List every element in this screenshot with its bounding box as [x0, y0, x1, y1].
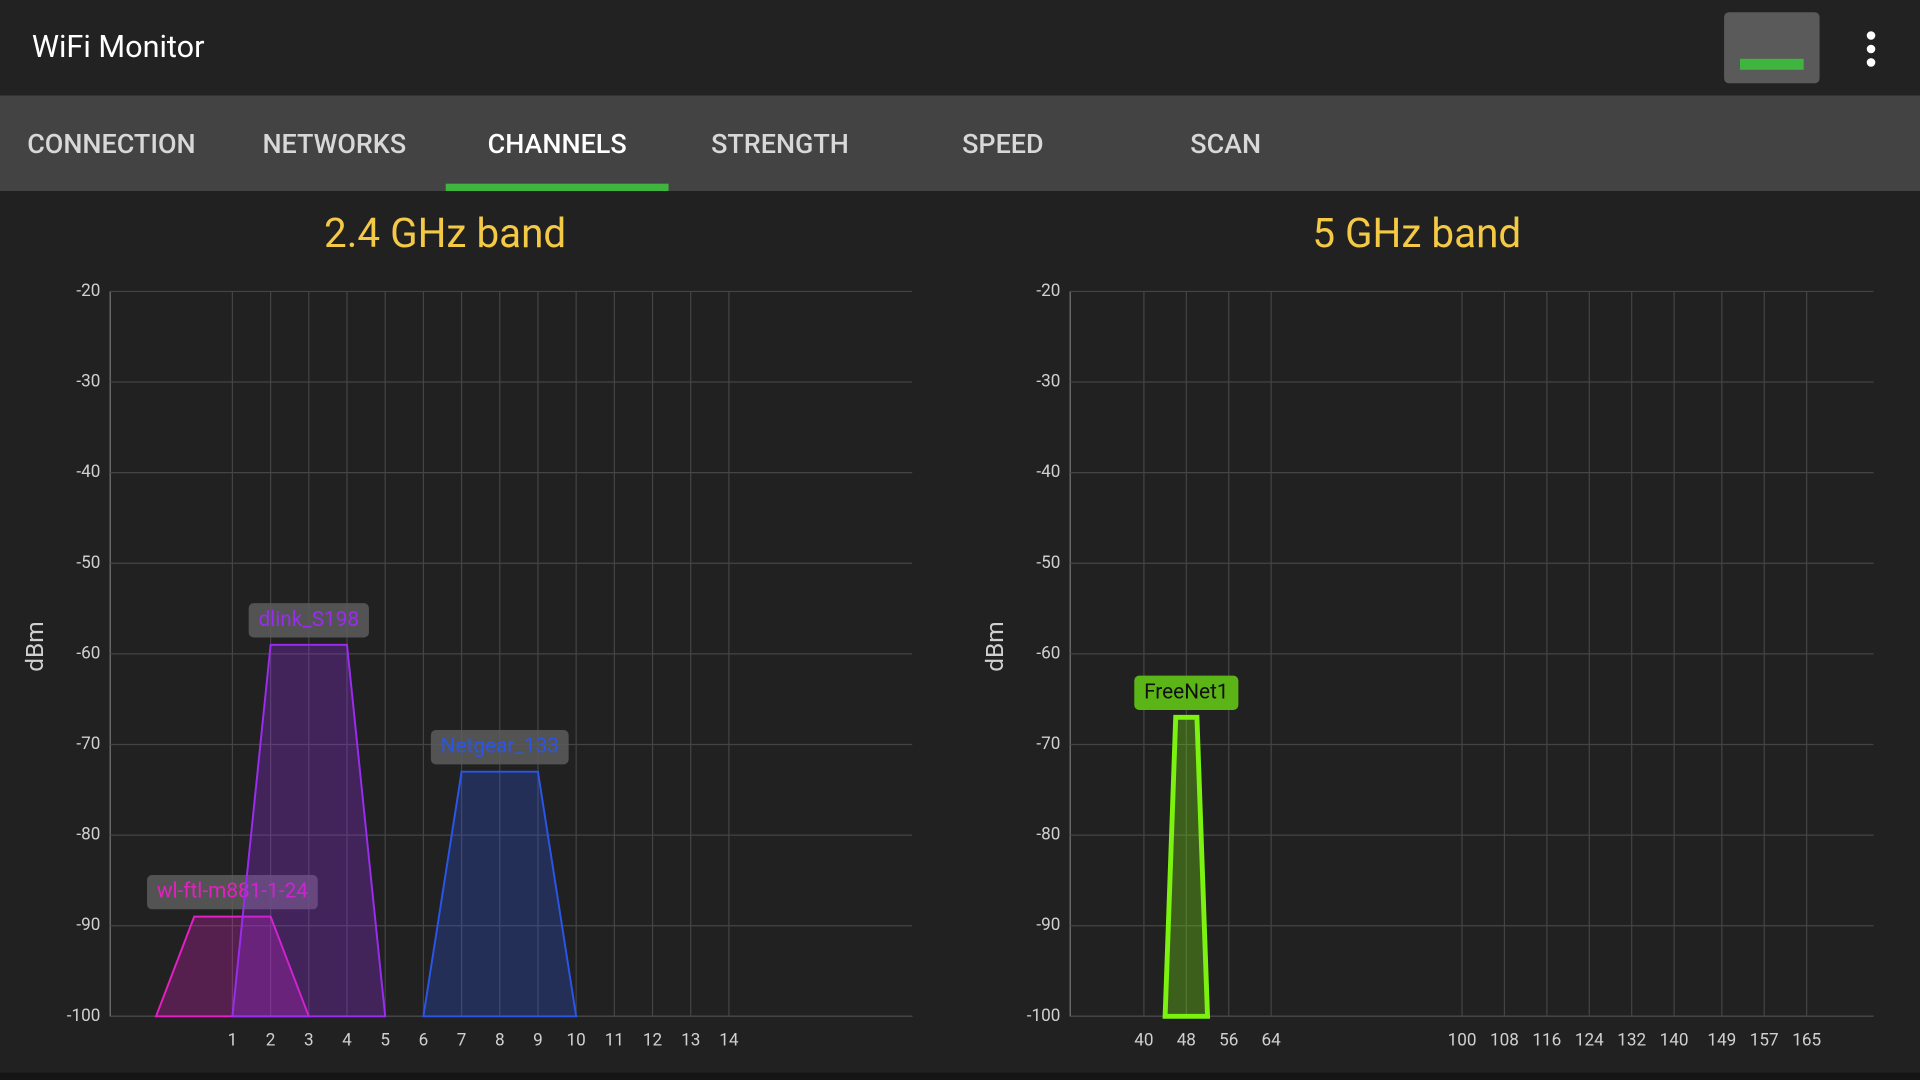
y-axis-label: dBm — [20, 621, 49, 672]
status-indicator — [1740, 58, 1804, 70]
y-tick-label: -90 — [76, 915, 100, 935]
network-label: wl-ftl-m881-1-24 — [157, 880, 308, 904]
app-bar — [0, 0, 1920, 96]
x-tick-label: 7 — [457, 1030, 467, 1050]
y-tick-label: -30 — [76, 372, 100, 392]
chart-title: 5 GHz band — [1312, 210, 1521, 257]
tab-indicator — [445, 183, 669, 192]
network-label-box — [430, 730, 569, 765]
network-label: FreeNet1 — [1144, 680, 1229, 704]
network-signal[interactable] — [231, 643, 387, 1018]
y-tick-label: -20 — [76, 281, 100, 301]
x-tick-label: 2 — [266, 1030, 276, 1050]
y-tick-label: -100 — [67, 1006, 101, 1026]
y-tick-label: -60 — [1036, 643, 1060, 663]
y-tick-label: -100 — [1027, 1006, 1061, 1026]
x-tick-label: 140 — [1660, 1030, 1689, 1050]
tab-label[interactable]: STRENGTH — [711, 128, 849, 160]
network-label-box — [248, 603, 369, 638]
x-tick-label: 3 — [304, 1030, 314, 1050]
chart-title: 2.4 GHz band — [324, 210, 566, 257]
y-tick-label: -80 — [1036, 825, 1060, 845]
y-tick-label: -40 — [1036, 462, 1060, 482]
x-tick-label: 4 — [342, 1030, 352, 1050]
network-signal[interactable] — [422, 770, 578, 1018]
x-tick-label: 132 — [1617, 1030, 1646, 1050]
y-axis-label: dBm — [980, 621, 1009, 672]
x-tick-label: 13 — [681, 1030, 700, 1050]
menu-dot — [1866, 31, 1876, 40]
x-tick-label: 56 — [1219, 1030, 1238, 1050]
x-tick-label: 64 — [1262, 1030, 1282, 1050]
tab-label[interactable]: SPEED — [962, 128, 1043, 160]
x-tick-label: 1 — [228, 1030, 238, 1050]
x-tick-label: 10 — [567, 1030, 586, 1050]
network-label: Netgear_133 — [441, 735, 559, 759]
x-tick-label: 6 — [419, 1030, 429, 1050]
y-tick-label: -70 — [76, 734, 100, 754]
y-tick-label: -40 — [76, 462, 100, 482]
tab-bar — [0, 95, 1920, 192]
network-label-box — [147, 875, 318, 910]
y-tick-label: -60 — [76, 643, 100, 663]
y-tick-label: -50 — [1036, 553, 1060, 573]
x-tick-label: 40 — [1134, 1030, 1153, 1050]
tab-label[interactable]: SCAN — [1190, 128, 1261, 160]
x-tick-label: 48 — [1177, 1030, 1196, 1050]
x-tick-label: 157 — [1750, 1030, 1779, 1050]
x-tick-label: 12 — [643, 1030, 662, 1050]
status-button[interactable] — [1724, 12, 1820, 84]
network-signal[interactable] — [1162, 714, 1211, 1019]
x-tick-label: 8 — [495, 1030, 505, 1050]
x-tick-label: 11 — [605, 1030, 624, 1050]
network-label: dlink_S198 — [258, 608, 359, 632]
x-tick-label: 116 — [1532, 1030, 1561, 1050]
bottom-edge — [0, 1072, 1920, 1080]
network-label-box — [1134, 675, 1239, 710]
x-tick-label: 9 — [533, 1030, 543, 1050]
menu-dot — [1866, 44, 1876, 54]
x-tick-label: 14 — [719, 1030, 739, 1050]
y-tick-label: -20 — [1036, 281, 1060, 301]
x-tick-label: 165 — [1792, 1030, 1821, 1050]
y-tick-label: -50 — [76, 553, 100, 573]
y-tick-label: -70 — [1036, 734, 1060, 754]
x-tick-label: 100 — [1448, 1030, 1477, 1050]
y-tick-label: -90 — [1036, 915, 1060, 935]
app-title: WiFi Monitor — [32, 30, 205, 65]
x-tick-label: 5 — [380, 1030, 390, 1050]
tab-label[interactable]: CONNECTION — [27, 128, 195, 160]
x-tick-label: 108 — [1490, 1030, 1519, 1050]
channel-chart: 2.4 GHz band dBm -100 -90 -80 -70 -60 -50 -40 -30… — [20, 210, 913, 1050]
y-tick-label: -80 — [76, 825, 100, 845]
channel-chart: 5 GHz band dBm -100 -90 -80 -70 -60 -50 -40 -30 -2… — [980, 210, 1874, 1050]
tab-label[interactable]: NETWORKS — [262, 128, 406, 160]
x-tick-label: 149 — [1707, 1030, 1736, 1050]
x-tick-label: 124 — [1575, 1030, 1604, 1050]
tab-label[interactable]: CHANNELS — [488, 128, 627, 160]
y-tick-label: -30 — [1036, 372, 1060, 392]
menu-dot — [1866, 58, 1876, 67]
menu-button[interactable] — [1866, 31, 1876, 67]
